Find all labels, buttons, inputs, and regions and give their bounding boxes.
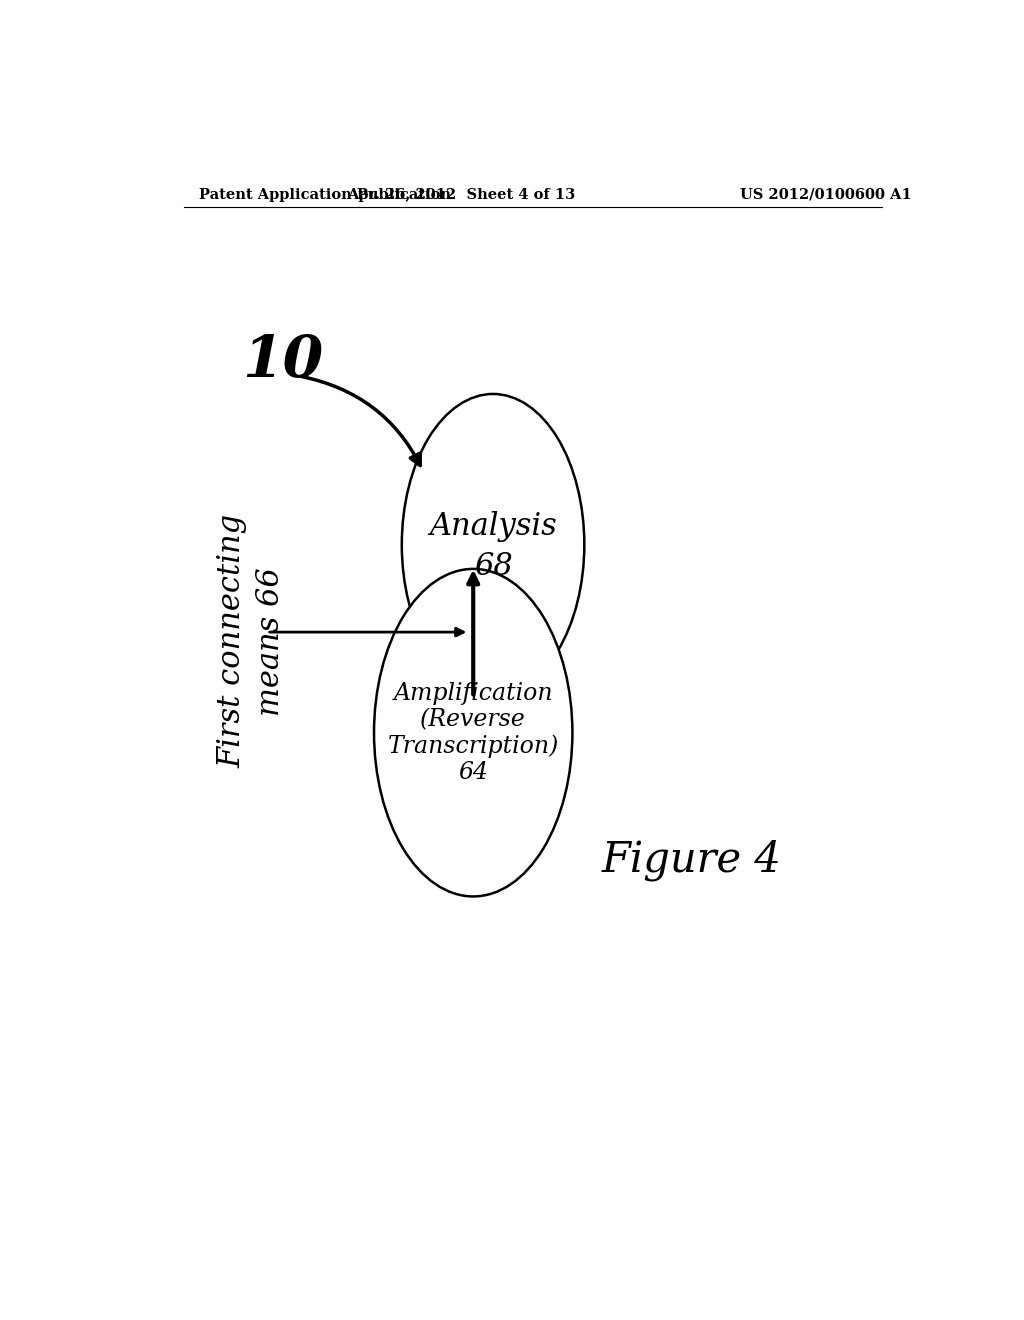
Ellipse shape <box>374 569 572 896</box>
Text: Figure 4: Figure 4 <box>601 838 781 880</box>
Text: Amplification: Amplification <box>393 681 553 705</box>
Text: Analysis: Analysis <box>429 511 557 541</box>
Text: Patent Application Publication: Patent Application Publication <box>200 187 452 202</box>
Text: (Reverse: (Reverse <box>420 708 526 731</box>
Text: Transcription): Transcription) <box>387 734 559 758</box>
Ellipse shape <box>401 393 585 696</box>
Text: 64: 64 <box>458 760 488 784</box>
Text: Apr. 26, 2012  Sheet 4 of 13: Apr. 26, 2012 Sheet 4 of 13 <box>347 187 575 202</box>
Text: US 2012/0100600 A1: US 2012/0100600 A1 <box>740 187 912 202</box>
Text: 10: 10 <box>242 334 324 389</box>
Text: First connecting
means 66: First connecting means 66 <box>216 513 286 768</box>
Text: 68: 68 <box>474 552 512 582</box>
